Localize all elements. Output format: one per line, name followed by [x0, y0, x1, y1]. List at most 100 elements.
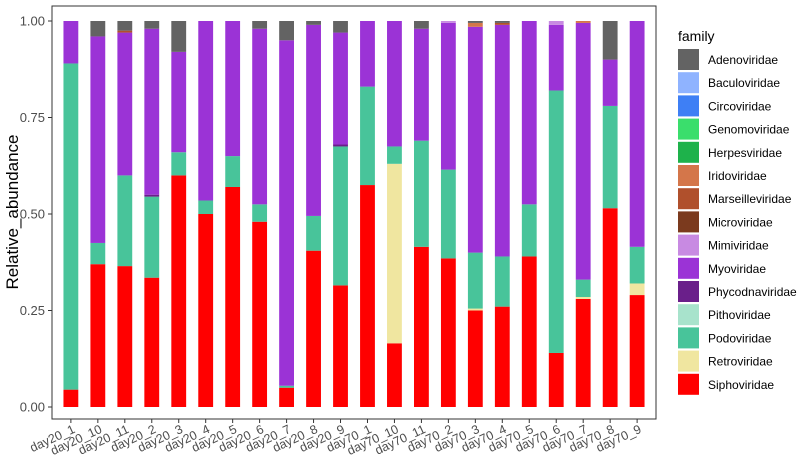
legend-swatch-marseilleviridae	[678, 188, 699, 210]
bar-segment-podoviridae-day20-11	[117, 175, 133, 267]
legend-swatch-microviridae	[678, 211, 699, 233]
legend-label-podoviridae: Podoviridae	[708, 331, 772, 345]
legend-swatch-podoviridae	[678, 327, 699, 349]
bar-segment-adenoviridae-day70-8	[602, 21, 618, 60]
bar-segment-siphoviridae-day20-6	[252, 221, 268, 407]
bar-segment-iridoviridae-day70-7	[575, 21, 591, 23]
bar-segment-myoviridae-day70-2	[440, 22, 456, 170]
bar-segment-podoviridae-day70-6	[548, 90, 564, 353]
bar-segment-adenoviridae-day70-4	[494, 21, 510, 23]
bar-segment-myoviridae-day20-4	[198, 21, 214, 201]
legend-swatch-adenoviridae	[678, 49, 699, 70]
bar-segment-adenoviridae-day20-6	[252, 21, 268, 29]
legend-swatch-phycodnaviridae	[678, 281, 699, 302]
bar-segment-siphoviridae-day70-10	[387, 343, 402, 407]
bar-segment-adenoviridae-day20-8	[306, 21, 321, 25]
bar-segment-podoviridae-day70-5	[521, 204, 537, 257]
legend-label-phycodnaviridae: Phycodnaviridae	[708, 285, 797, 299]
bar-segment-myoviridae-day20-3	[171, 51, 187, 153]
bar-segment-myoviridae-day20-9	[333, 32, 348, 145]
bar-segment-podoviridae-day20-2	[144, 196, 160, 278]
legend-title: family	[678, 28, 715, 44]
bar-segment-podoviridae-day70-10	[387, 146, 402, 164]
bar-segment-retroviridae-day70-3	[467, 308, 483, 311]
bar-segment-adenoviridae-day20-11	[117, 21, 133, 31]
bar-segment-siphoviridae-day70-9	[629, 295, 645, 407]
bar-segment-myoviridae-day70-3	[467, 26, 483, 253]
bar-segment-myoviridae-day20-6	[252, 28, 268, 205]
bar-segment-adenoviridae-day20-10	[90, 21, 106, 37]
bar-segment-myoviridae-day20-1	[63, 21, 79, 64]
y-tick-label: 0.25	[20, 303, 45, 318]
bar-segment-phycodnaviridae-day20-2	[144, 194, 160, 197]
legend-label-herpesviridae: Herpesviridae	[708, 146, 782, 160]
legend-swatch-retroviridae	[678, 350, 699, 372]
bar-segment-siphoviridae-day20-1	[63, 389, 79, 407]
bar-segment-siphoviridae-day20-11	[117, 266, 133, 407]
bar-segment-siphoviridae-day70-2	[440, 258, 456, 407]
bar-segment-adenoviridae-day70-3	[467, 21, 483, 23]
legend-swatch-mimiviridae	[678, 234, 699, 256]
bar-segment-podoviridae-day70-7	[575, 279, 591, 297]
legend-label-pithoviridae: Pithoviridae	[708, 308, 771, 322]
bar-segment-myoviridae-day20-2	[144, 28, 160, 195]
bar-segment-iridoviridae-day70-3	[467, 22, 483, 27]
bar-segment-siphoviridae-day20-10	[90, 264, 106, 407]
legend-label-iridoviridae: Iridoviridae	[708, 169, 767, 183]
legend-label-myoviridae: Myoviridae	[708, 262, 766, 276]
bar-segment-adenoviridae-day70-11	[414, 21, 429, 29]
bar-segment-podoviridae-day20-1	[63, 63, 79, 390]
bar-segment-siphoviridae-day70-11	[414, 246, 429, 407]
bar-segment-podoviridae-day20-8	[306, 215, 321, 251]
bar-layer	[63, 21, 645, 407]
legend-label-siphoviridae: Siphoviridae	[708, 378, 774, 392]
bar-segment-podoviridae-day70-9	[629, 246, 645, 284]
bar-segment-myoviridae-day20-8	[306, 24, 321, 216]
bar-segment-podoviridae-day20-5	[225, 156, 241, 187]
bar-segment-podoviridae-day20-9	[333, 146, 348, 286]
bar-segment-adenoviridae-day20-2	[144, 21, 160, 29]
bar-segment-myoviridae-day70-4	[494, 24, 510, 257]
bar-segment-myoviridae-day70-9	[629, 21, 645, 247]
legend-swatch-pithoviridae	[678, 304, 699, 326]
bar-segment-myoviridae-day20-5	[225, 21, 241, 157]
bar-segment-siphoviridae-day70-5	[521, 256, 537, 407]
legend-swatch-genomoviridae	[678, 118, 699, 140]
bar-segment-adenoviridae-day20-9	[333, 21, 348, 33]
bar-segment-myoviridae-day70-10	[387, 21, 402, 147]
legend-label-mimiviridae: Mimiviridae	[708, 239, 769, 253]
bar-segment-podoviridae-day70-11	[414, 140, 429, 247]
bar-segment-myoviridae-day20-11	[117, 32, 133, 176]
bar-segment-myoviridae-day70-1	[360, 21, 375, 87]
bar-segment-myoviridae-day70-6	[548, 24, 564, 91]
bar-segment-mimiviridae-day70-6	[548, 21, 564, 25]
bar-segment-podoviridae-day70-3	[467, 252, 483, 309]
bar-segment-myoviridae-day70-8	[602, 59, 618, 106]
bar-segment-podoviridae-day20-4	[198, 200, 214, 214]
bar-segment-retroviridae-day70-10	[387, 163, 402, 344]
legend-swatch-iridoviridae	[678, 165, 699, 186]
bar-segment-siphoviridae-day20-2	[144, 277, 160, 407]
bar-segment-siphoviridae-day70-6	[548, 352, 564, 407]
y-axis-label: Relative_abundance	[3, 134, 22, 289]
bar-segment-siphoviridae-day70-8	[602, 208, 618, 407]
bar-segment-siphoviridae-day70-4	[494, 306, 510, 407]
bar-segment-siphoviridae-day20-3	[171, 175, 187, 407]
bar-segment-podoviridae-day20-6	[252, 204, 268, 222]
legend-label-retroviridae: Retroviridae	[708, 355, 773, 369]
bar-segment-siphoviridae-day20-9	[333, 285, 348, 407]
y-tick-label: 0.50	[20, 207, 45, 222]
legend-label-adenoviridae: Adenoviridae	[708, 53, 778, 67]
legend-swatch-myoviridae	[678, 257, 699, 279]
bar-segment-podoviridae-day70-8	[602, 105, 618, 209]
bar-segment-podoviridae-day70-4	[494, 256, 510, 307]
bar-segment-myoviridae-day20-10	[90, 36, 106, 243]
legend-swatch-herpesviridae	[678, 141, 699, 163]
legend-swatch-siphoviridae	[678, 373, 699, 395]
x-axis: day20_1day20_10day20_11day20_2day20_3day…	[28, 419, 643, 458]
bar-segment-retroviridae-day70-7	[575, 296, 591, 299]
legend-label-genomoviridae: Genomoviridae	[708, 123, 790, 137]
bar-segment-retroviridae-day70-9	[629, 283, 645, 296]
bar-segment-marseilleviridae-day70-4	[494, 22, 510, 25]
